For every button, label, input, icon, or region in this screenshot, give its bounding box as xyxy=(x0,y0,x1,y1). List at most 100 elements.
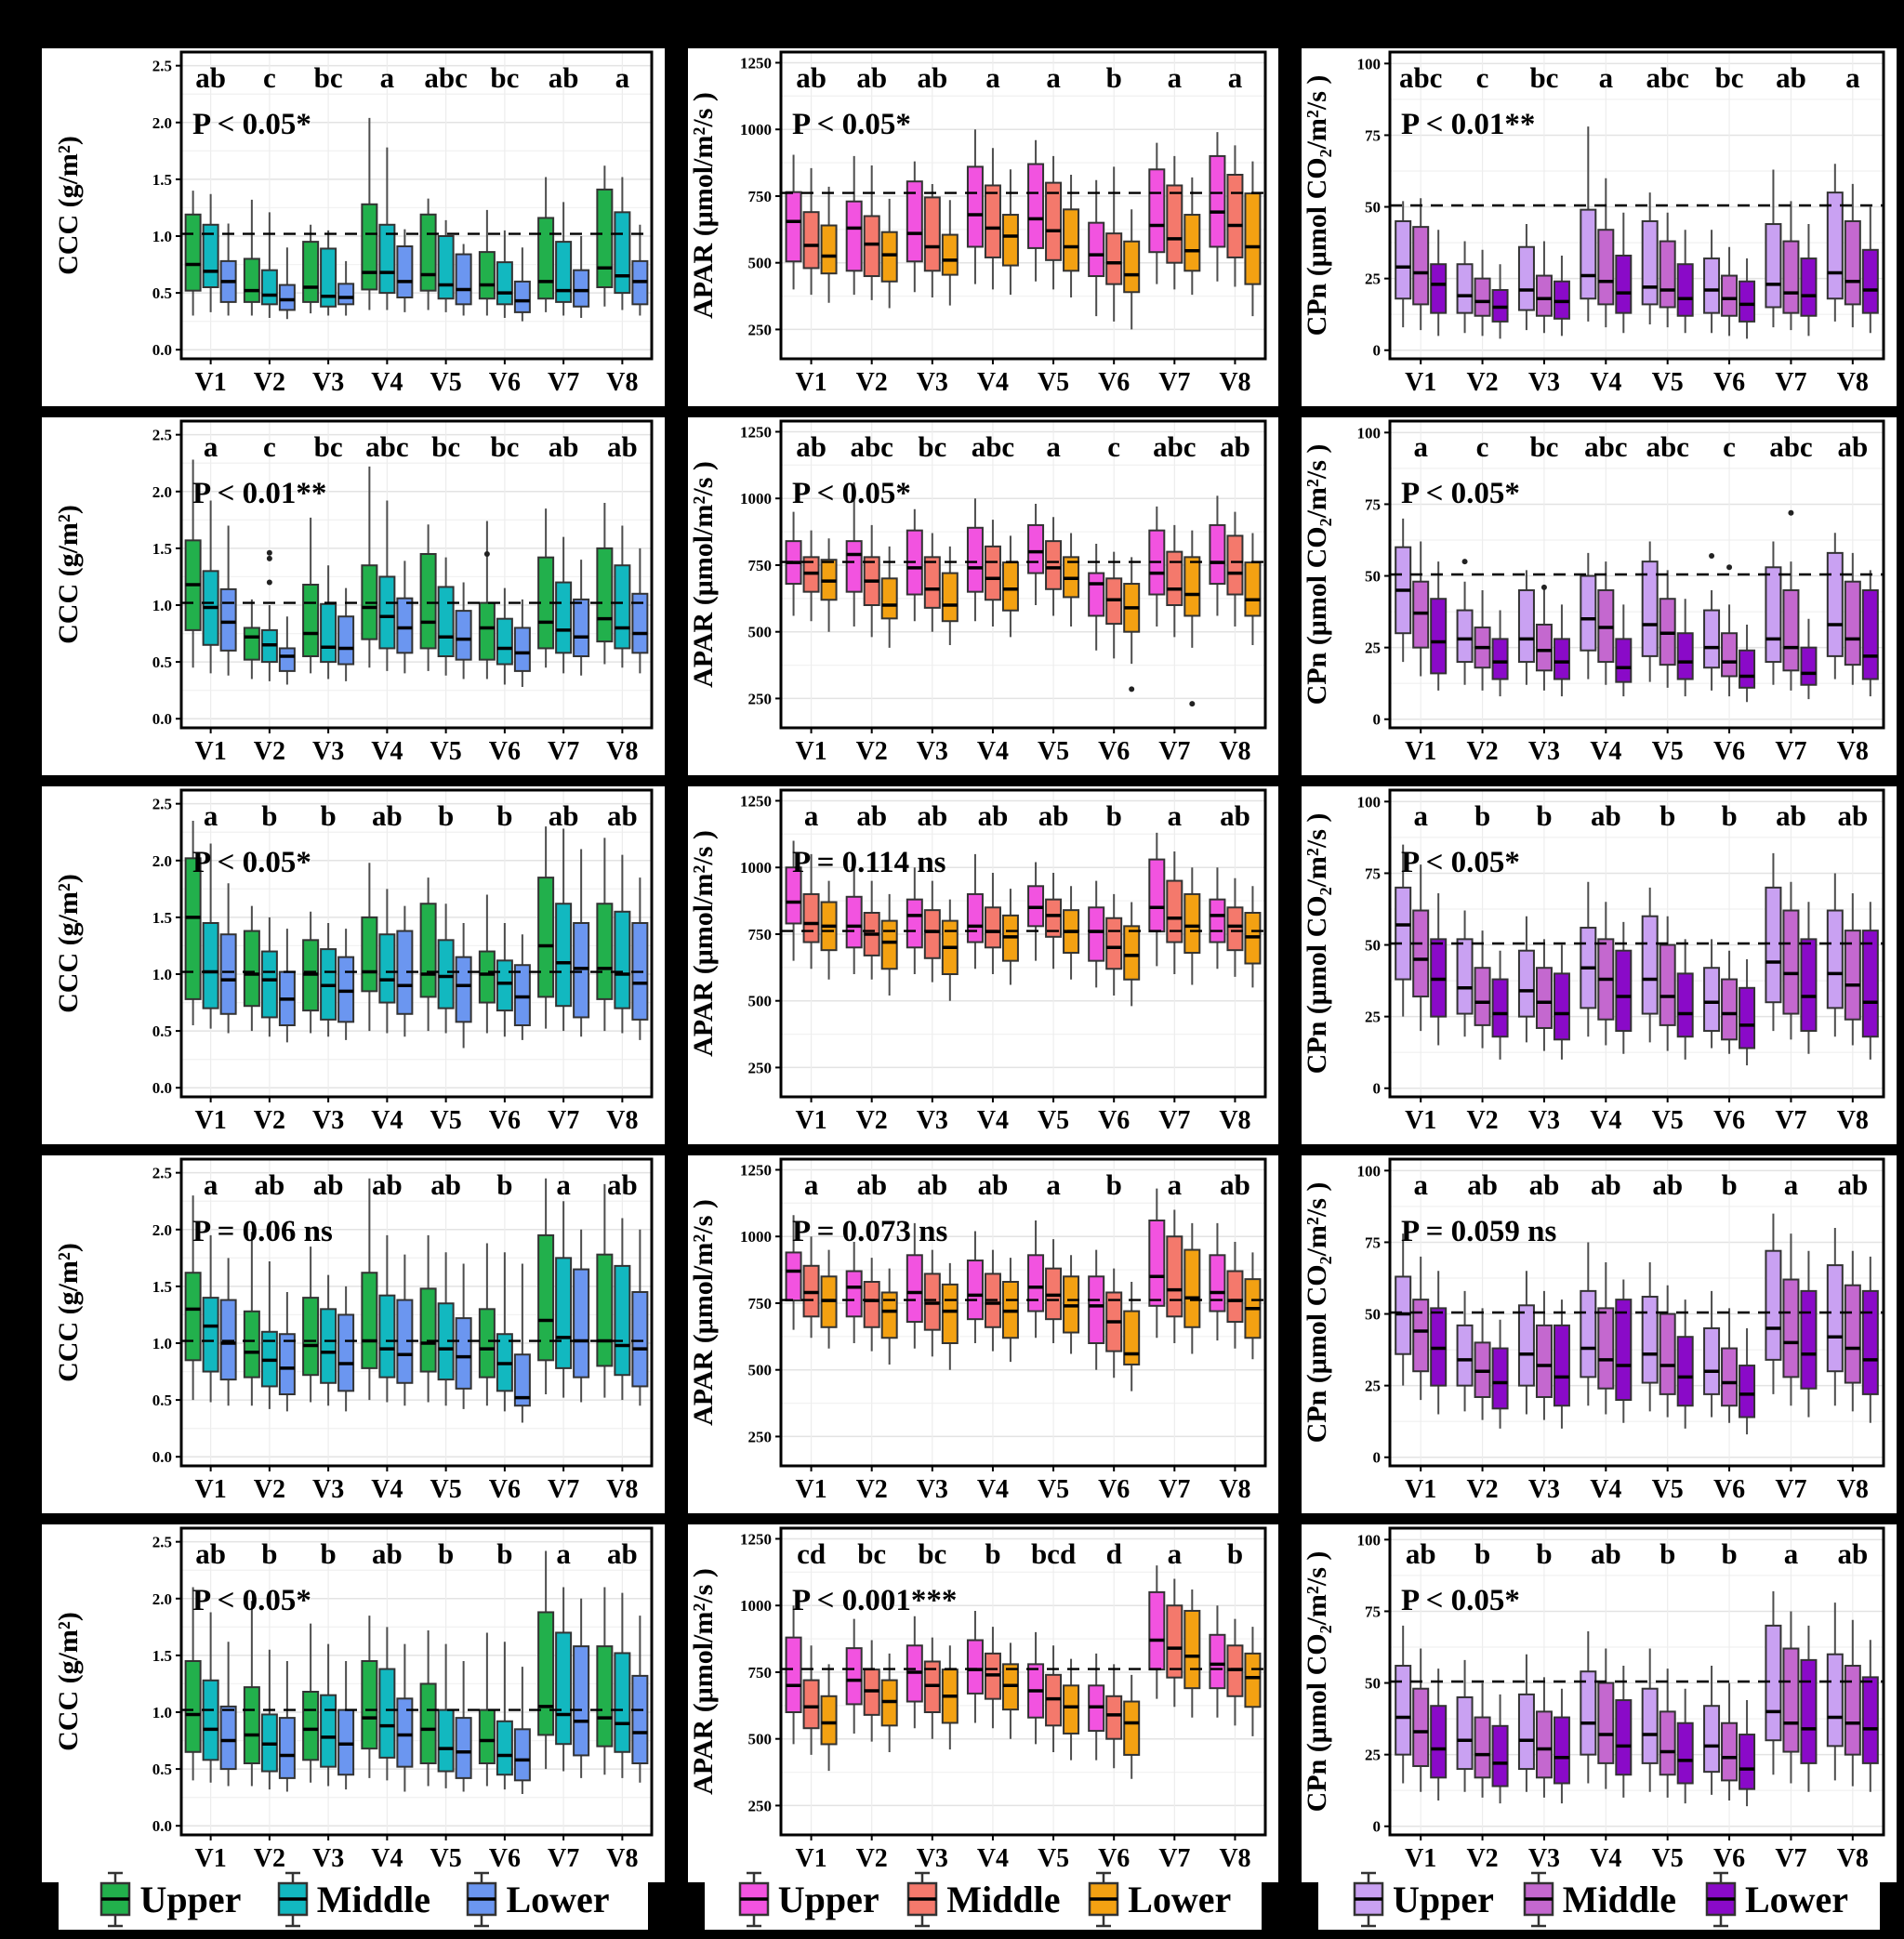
svg-text:1000: 1000 xyxy=(740,1597,772,1615)
svg-text:abc: abc xyxy=(365,430,409,463)
svg-text:2.5: 2.5 xyxy=(152,1165,172,1182)
svg-text:bc: bc xyxy=(314,61,343,94)
svg-text:V2: V2 xyxy=(254,1475,285,1504)
svg-text:ab: ab xyxy=(549,430,579,463)
legend-item-upper: Upper xyxy=(1350,1871,1494,1929)
svg-text:50: 50 xyxy=(1365,568,1381,586)
svg-text:a: a xyxy=(1845,61,1860,94)
legend-label: Lower xyxy=(506,1879,610,1920)
svg-text:V4: V4 xyxy=(371,368,403,397)
svg-text:V8: V8 xyxy=(606,1475,638,1504)
svg-text:V5: V5 xyxy=(1038,1475,1069,1504)
svg-text:V3: V3 xyxy=(312,1106,344,1135)
svg-text:1250: 1250 xyxy=(740,1530,772,1548)
svg-text:V7: V7 xyxy=(1158,737,1190,766)
svg-text:V5: V5 xyxy=(1652,737,1684,766)
svg-text:b: b xyxy=(1536,1537,1552,1570)
svg-text:CCC (g/m²): CCC (g/m²) xyxy=(53,136,84,275)
svg-text:1000: 1000 xyxy=(740,1228,772,1246)
svg-text:25: 25 xyxy=(1365,270,1381,288)
legend-row: Upper Middle Lower xyxy=(42,1870,1880,1930)
svg-text:a: a xyxy=(1413,799,1428,832)
svg-text:1.5: 1.5 xyxy=(152,1278,172,1296)
svg-text:2.0: 2.0 xyxy=(152,1590,172,1608)
legend-item-upper: Upper xyxy=(735,1871,879,1929)
panel-row1-CPn: 0 25 50 75 100 V1 abc V2 c V3 bc V4 a V5 abc V6 bc V7 ab V8… xyxy=(1302,48,1897,406)
svg-text:a: a xyxy=(1168,799,1183,832)
legend-item-middle: Middle xyxy=(274,1871,430,1929)
svg-text:ab: ab xyxy=(1837,1168,1868,1201)
svg-text:V5: V5 xyxy=(430,1844,462,1873)
legend-item-lower: Lower xyxy=(1702,1871,1848,1929)
svg-text:ab: ab xyxy=(1837,1537,1868,1570)
svg-text:b: b xyxy=(1659,1537,1675,1570)
svg-text:a: a xyxy=(1046,430,1061,463)
svg-text:V6: V6 xyxy=(1098,1844,1130,1873)
svg-text:V7: V7 xyxy=(548,1475,579,1504)
svg-text:CPn (μmol CO₂/m²/s ): CPn (μmol CO₂/m²/s ) xyxy=(1302,75,1332,336)
svg-text:1250: 1250 xyxy=(740,1161,772,1179)
svg-text:ab: ab xyxy=(856,1168,887,1201)
svg-text:V6: V6 xyxy=(1713,1106,1745,1135)
svg-text:25: 25 xyxy=(1365,640,1381,657)
panel-row1-CCC: 0.0 0.5 1.0 1.5 2.0 2.5 V1 ab V2 c V3 bc V4 a V5 abc V6 b… xyxy=(42,48,665,406)
svg-text:0.0: 0.0 xyxy=(152,1079,172,1097)
svg-text:bc: bc xyxy=(918,1537,946,1570)
svg-text:V5: V5 xyxy=(430,1475,462,1504)
panel-row2-CPn: 0 25 50 75 100 V1 a V2 c V3 bc V4 abc V5 abc V6 c V7 abc V8… xyxy=(1302,417,1897,775)
svg-text:V8: V8 xyxy=(1837,737,1869,766)
svg-text:ab: ab xyxy=(856,799,887,832)
svg-text:V8: V8 xyxy=(606,1106,638,1135)
svg-text:V2: V2 xyxy=(1466,368,1498,397)
svg-text:V6: V6 xyxy=(1713,1844,1745,1873)
svg-text:1000: 1000 xyxy=(740,490,772,508)
svg-text:b: b xyxy=(1106,61,1122,94)
svg-text:P < 0.01**: P < 0.01** xyxy=(1401,108,1535,141)
svg-text:2.5: 2.5 xyxy=(152,1534,172,1551)
panel-row4-CPn: 0 25 50 75 100 V1 a V2 ab V3 ab V4 ab V5 ab V6 b V7 a V8 ab P… xyxy=(1302,1155,1897,1513)
svg-text:V7: V7 xyxy=(548,1106,579,1135)
svg-text:a: a xyxy=(380,61,395,94)
svg-text:25: 25 xyxy=(1365,1747,1381,1764)
svg-text:V6: V6 xyxy=(1098,1106,1130,1135)
svg-text:P = 0.073 ns: P = 0.073 ns xyxy=(792,1215,947,1248)
svg-text:c: c xyxy=(1107,430,1120,463)
panel-row5-CPn: 0 25 50 75 100 V1 ab V2 b V3 b V4 ab V5 b V6 b V7 a V8 ab P <… xyxy=(1302,1524,1897,1882)
svg-text:a: a xyxy=(1168,1537,1183,1570)
svg-text:V8: V8 xyxy=(1837,1844,1869,1873)
svg-text:V7: V7 xyxy=(1775,1475,1806,1504)
svg-text:a: a xyxy=(204,1168,218,1201)
svg-text:500: 500 xyxy=(748,624,773,641)
svg-text:V2: V2 xyxy=(1466,737,1498,766)
boxplot-key-icon xyxy=(1523,1871,1554,1928)
svg-text:a: a xyxy=(1168,1168,1183,1201)
svg-text:b: b xyxy=(985,1537,1000,1570)
svg-text:ab: ab xyxy=(978,1168,1009,1201)
legend-label: Middle xyxy=(946,1879,1061,1920)
svg-text:bcd: bcd xyxy=(1031,1537,1076,1570)
svg-text:0.5: 0.5 xyxy=(152,653,172,671)
boxplot-key-icon xyxy=(738,1871,769,1928)
legend-item-lower: Lower xyxy=(1085,1871,1231,1929)
svg-text:V1: V1 xyxy=(1405,1106,1436,1135)
svg-text:V5: V5 xyxy=(1038,1844,1069,1873)
svg-text:bc: bc xyxy=(1529,61,1558,94)
svg-text:b: b xyxy=(1106,799,1122,832)
svg-text:V5: V5 xyxy=(1652,368,1684,397)
svg-text:ab: ab xyxy=(313,1168,344,1201)
svg-text:ab: ab xyxy=(195,1537,226,1570)
svg-text:0: 0 xyxy=(1373,342,1382,360)
svg-text:1250: 1250 xyxy=(740,54,772,72)
svg-text:a: a xyxy=(204,430,218,463)
svg-text:V6: V6 xyxy=(489,737,521,766)
panel-row5-CCC: 0.0 0.5 1.0 1.5 2.0 2.5 V1 ab V2 b V3 b V4 ab V5 b V6 b V7… xyxy=(42,1524,665,1882)
svg-text:1.0: 1.0 xyxy=(152,1335,172,1352)
svg-text:ab: ab xyxy=(1467,1168,1498,1201)
svg-text:100: 100 xyxy=(1357,1162,1382,1180)
legend-apar-layers: Upper Middle Lower xyxy=(705,1870,1262,1930)
svg-text:V2: V2 xyxy=(856,1475,888,1504)
svg-text:V1: V1 xyxy=(795,1475,826,1504)
panel-row5-APAR: 250 500 750 1000 1250 V1 cd V2 bc V3 bc V4 b V5 bcd V6 d… xyxy=(688,1524,1278,1882)
boxplot-key-icon xyxy=(1088,1871,1119,1928)
svg-text:V4: V4 xyxy=(977,737,1009,766)
